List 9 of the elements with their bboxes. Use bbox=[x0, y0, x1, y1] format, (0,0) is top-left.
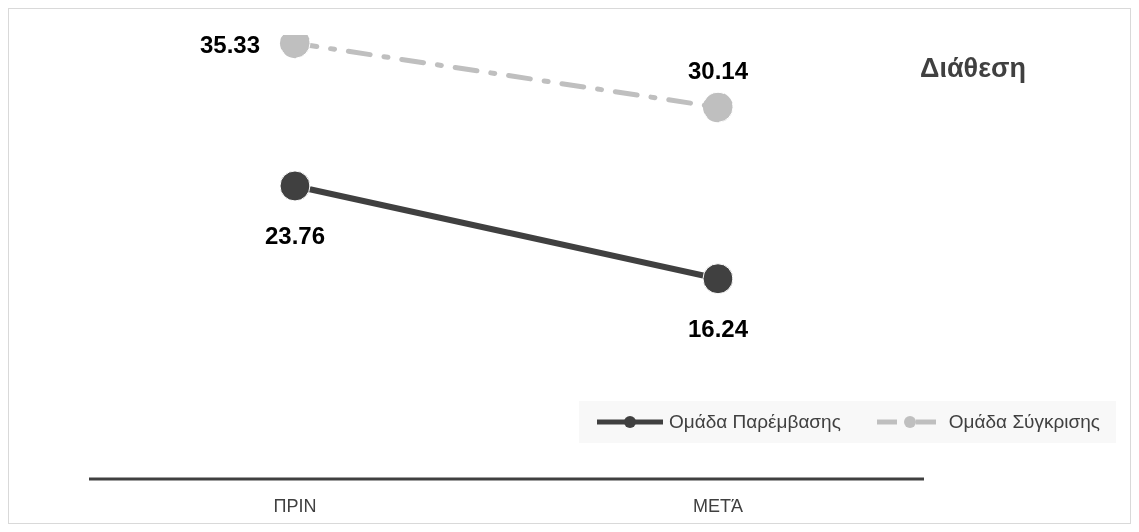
x-tick-label: ΠΡΙΝ bbox=[273, 495, 317, 516]
data-label: 30.14 bbox=[687, 57, 749, 85]
data-label: 35.33 bbox=[199, 31, 260, 59]
data-label: 23.76 bbox=[264, 221, 326, 249]
legend-label: Ομάδα Σύγκρισης bbox=[948, 411, 1100, 433]
x-tick-label: ΜΕΤΆ bbox=[692, 495, 744, 516]
data-label: 16.24 bbox=[687, 314, 749, 342]
chart-title: Διάθεση bbox=[920, 53, 1026, 84]
legend-label: Ομάδα Παρέμβασης bbox=[668, 411, 841, 433]
